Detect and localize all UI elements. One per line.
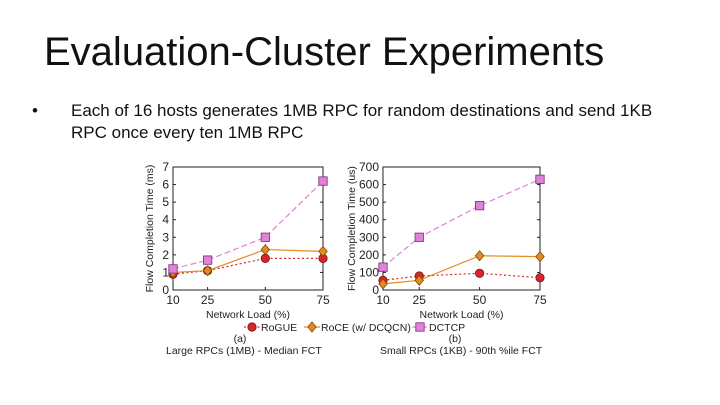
chart-legend: RoGUE RoCE (w/ DCQCN) DCTCP bbox=[244, 321, 465, 334]
data-point-square bbox=[318, 176, 328, 186]
y-tick-label: 3 bbox=[162, 230, 169, 244]
plot-frame bbox=[172, 166, 324, 291]
data-point-square bbox=[168, 264, 178, 274]
data-point-circle bbox=[535, 273, 545, 283]
legend-label: RoCE (w/ DCQCN) bbox=[321, 322, 411, 334]
x-axis-label: Network Load (%) bbox=[419, 309, 503, 321]
series-line-diamond bbox=[382, 255, 541, 285]
data-point-circle bbox=[260, 253, 270, 263]
x-tick-label: 50 bbox=[473, 293, 487, 307]
x-tick-label: 25 bbox=[201, 293, 215, 307]
x-axis-label: Network Load (%) bbox=[206, 309, 290, 321]
x-tick-label: 50 bbox=[259, 293, 273, 307]
data-point-diamond bbox=[318, 245, 328, 257]
x-tick-label: 75 bbox=[316, 293, 330, 307]
legend-marker-square bbox=[415, 322, 425, 332]
y-tick-label: 4 bbox=[162, 213, 169, 227]
series-line-circle bbox=[382, 272, 541, 281]
panel-label: (a) bbox=[234, 333, 247, 345]
series-line-square bbox=[382, 178, 541, 268]
series-line-diamond bbox=[172, 248, 324, 274]
panel-caption: Large RPCs (1MB) - Median FCT bbox=[166, 345, 322, 357]
data-point-square bbox=[414, 232, 424, 242]
y-tick-label: 7 bbox=[162, 160, 169, 174]
data-point-square bbox=[260, 232, 270, 242]
chart-panel-a: 0 1 2 3 4 5 6 7 10 25 50 75 Network Load (%) Flow Com… bbox=[144, 160, 330, 357]
y-tick-label: 0 bbox=[162, 283, 169, 297]
y-tick-label: 200 bbox=[359, 248, 379, 262]
legend-label: RoGUE bbox=[261, 322, 297, 334]
plot-frame bbox=[382, 166, 541, 291]
panel-label: (b) bbox=[449, 333, 462, 345]
data-point-square bbox=[475, 201, 485, 211]
bullet-text: Each of 16 hosts generates 1MB RPC for r… bbox=[71, 101, 653, 142]
series-line-circle bbox=[172, 257, 323, 275]
y-tick-label: 2 bbox=[162, 248, 169, 262]
y-tick-label: 300 bbox=[359, 230, 379, 244]
y-tick-label: 100 bbox=[359, 265, 379, 279]
legend-marker-circle bbox=[247, 322, 257, 332]
x-tick-label: 10 bbox=[376, 293, 390, 307]
y-axis-label: Flow Completion Time (us) bbox=[346, 166, 358, 291]
y-tick-label: 1 bbox=[162, 265, 169, 279]
y-tick-label: 0 bbox=[372, 283, 379, 297]
series-line-square bbox=[172, 180, 324, 270]
chart-panel-b: 0 100 200 300 400 500 600 700 10 25 50 75 Network Lo… bbox=[346, 160, 547, 357]
data-point-square bbox=[203, 255, 213, 265]
slide-title: Evaluation-Cluster Experiments bbox=[44, 30, 605, 74]
data-point-diamond bbox=[202, 265, 213, 277]
legend-marker-diamond bbox=[307, 321, 317, 333]
legend-label: DCTCP bbox=[429, 322, 465, 334]
y-tick-label: 700 bbox=[359, 160, 379, 174]
x-tick-label: 75 bbox=[533, 293, 547, 307]
x-tick-label: 25 bbox=[413, 293, 427, 307]
x-tick-label: 10 bbox=[166, 293, 180, 307]
y-tick-label: 5 bbox=[162, 195, 169, 209]
panel-caption: Small RPCs (1KB) - 90th %ile FCT bbox=[380, 345, 543, 357]
y-tick-label: 600 bbox=[359, 178, 379, 192]
data-point-diamond bbox=[535, 250, 545, 263]
y-tick-label: 400 bbox=[359, 213, 379, 227]
y-axis-label: Flow Completion Time (ms) bbox=[144, 165, 156, 293]
data-point-square bbox=[535, 174, 545, 184]
data-point-diamond bbox=[260, 243, 271, 256]
data-point-diamond bbox=[378, 278, 388, 290]
y-tick-label: 6 bbox=[162, 178, 169, 192]
data-point-diamond bbox=[474, 250, 485, 262]
data-point-diamond bbox=[414, 274, 424, 286]
data-point-square bbox=[378, 262, 388, 272]
bullet-glyph: • bbox=[32, 101, 38, 120]
y-tick-label: 500 bbox=[359, 195, 379, 209]
data-point-circle bbox=[475, 268, 485, 278]
